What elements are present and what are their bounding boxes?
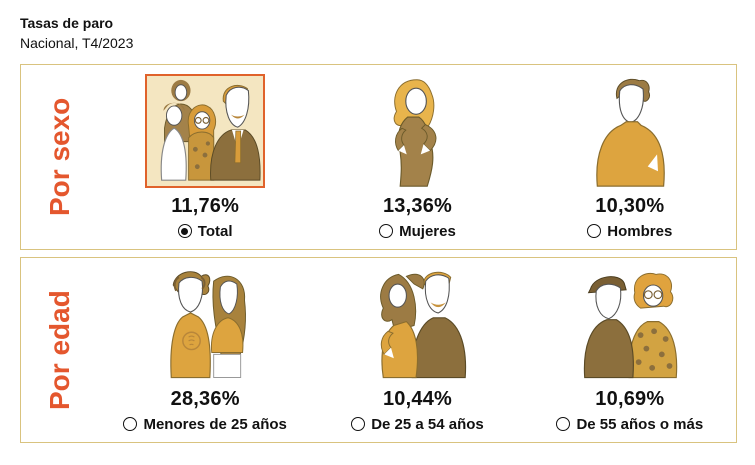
group-of-people-illustration[interactable] [145,73,266,188]
section-por-edad: Por edad [20,256,737,443]
section-label-edad: Por edad [44,289,75,410]
rate-55-mas: 10,69% [595,387,665,410]
rate-25-54: 10,44% [382,387,453,410]
option-menores-25: 28,36% Menores de 25 años [99,258,311,442]
radio-25-54[interactable]: De 25 a 54 años [351,416,484,433]
rate-mujeres: 13,36% [382,194,453,217]
woman-icon [394,78,437,187]
radio-menores-25-label: Menores de 25 años [143,415,287,433]
option-hombres: 10,30% Hombres [524,65,736,249]
radio-mujeres[interactable]: Mujeres [379,223,456,240]
adult-couple-icon [380,271,467,378]
senior-couple-icon [583,272,678,378]
rate-menores-25: 28,36% [170,387,240,410]
radio-55-mas-icon[interactable] [556,417,571,432]
radio-total-label: Total [197,222,233,240]
edad-options: 28,36% Menores de 25 años [99,258,736,442]
radio-hombres-icon[interactable] [587,224,602,239]
option-55-mas: 10,69% De 55 años o más [524,258,736,442]
man-illustration[interactable] [580,72,680,188]
option-mujeres: 13,36% Mujeres [311,65,523,249]
radio-55-mas[interactable]: De 55 años o más [556,416,703,433]
radio-hombres[interactable]: Hombres [587,223,672,240]
radio-25-54-label: De 25 a 54 años [371,415,484,433]
sexo-options: 11,76% Total [99,65,736,249]
rate-total: 11,76% [171,194,240,217]
radio-total[interactable]: Total [177,222,233,240]
page-subtitle: Nacional, T4/2023 [20,35,134,52]
radio-menores-25-icon[interactable] [123,417,138,432]
option-total: 11,76% Total [99,65,311,249]
young-couple-icon [170,270,247,378]
radio-25-54-icon[interactable] [351,417,366,432]
woman-illustration[interactable] [373,72,461,188]
radio-hombres-label: Hombres [607,222,673,240]
radio-menores-25[interactable]: Menores de 25 años [123,415,287,433]
section-por-sexo: Por sexo [20,63,737,250]
adult-couple-illustration[interactable] [364,265,470,381]
section-label-sexo: Por sexo [44,97,75,216]
radio-55-mas-label: De 55 años o más [576,415,704,433]
widget-header: Tasas de paro Nacional, T4/2023 [0,0,755,54]
radio-mujeres-label: Mujeres [399,222,456,240]
option-25-54: 10,44% De 25 a 54 años [311,258,523,442]
young-couple-illustration[interactable] [152,265,258,381]
radio-total-icon[interactable] [177,224,192,239]
radio-mujeres-icon[interactable] [379,224,394,239]
man-icon [596,78,665,187]
page-title: Tasas de paro [20,15,114,31]
senior-couple-illustration[interactable] [577,265,683,381]
group-of-people-icon [160,79,261,181]
rate-hombres: 10,30% [595,194,665,217]
